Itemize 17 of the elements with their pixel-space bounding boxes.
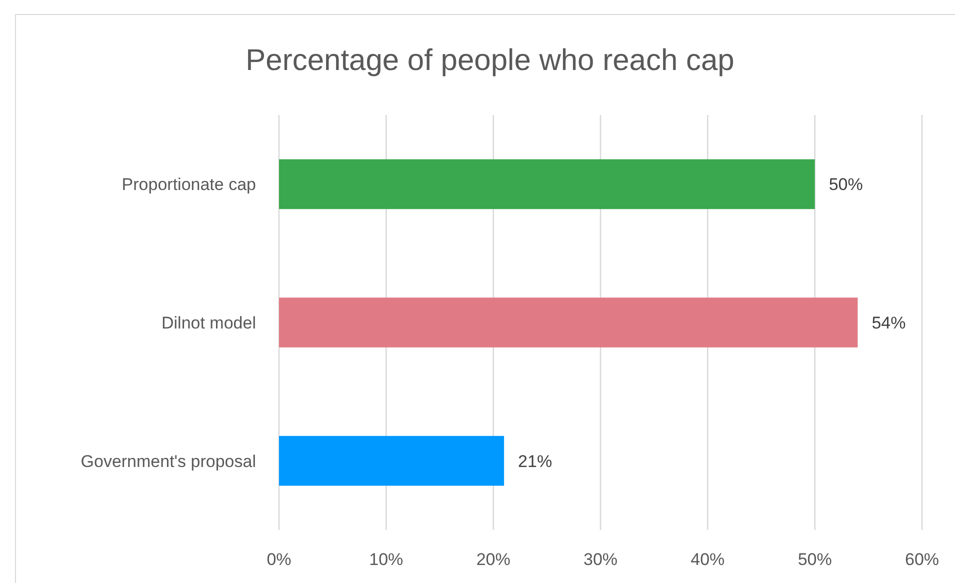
x-tick-label: 40% — [690, 550, 725, 569]
x-tick-label: 50% — [798, 550, 832, 569]
data-label: 54% — [872, 313, 906, 332]
x-tick-label: 20% — [476, 550, 510, 569]
y-tick-label: Government's proposal — [80, 452, 256, 471]
data-label: 21% — [518, 452, 552, 471]
x-tick-label: 30% — [583, 550, 618, 569]
data-label: 50% — [828, 175, 863, 194]
x-tick-label: 60% — [904, 550, 940, 569]
y-tick-label: Proportionate cap — [122, 175, 256, 194]
bar — [279, 298, 858, 348]
chart-title: Percentage of people who reach cap — [246, 44, 734, 77]
x-tick-label: 0% — [266, 550, 292, 569]
y-tick-label: Dilnot model — [162, 313, 256, 332]
bar — [279, 159, 815, 210]
bar — [279, 436, 504, 486]
x-tick-label: 10% — [369, 550, 404, 569]
